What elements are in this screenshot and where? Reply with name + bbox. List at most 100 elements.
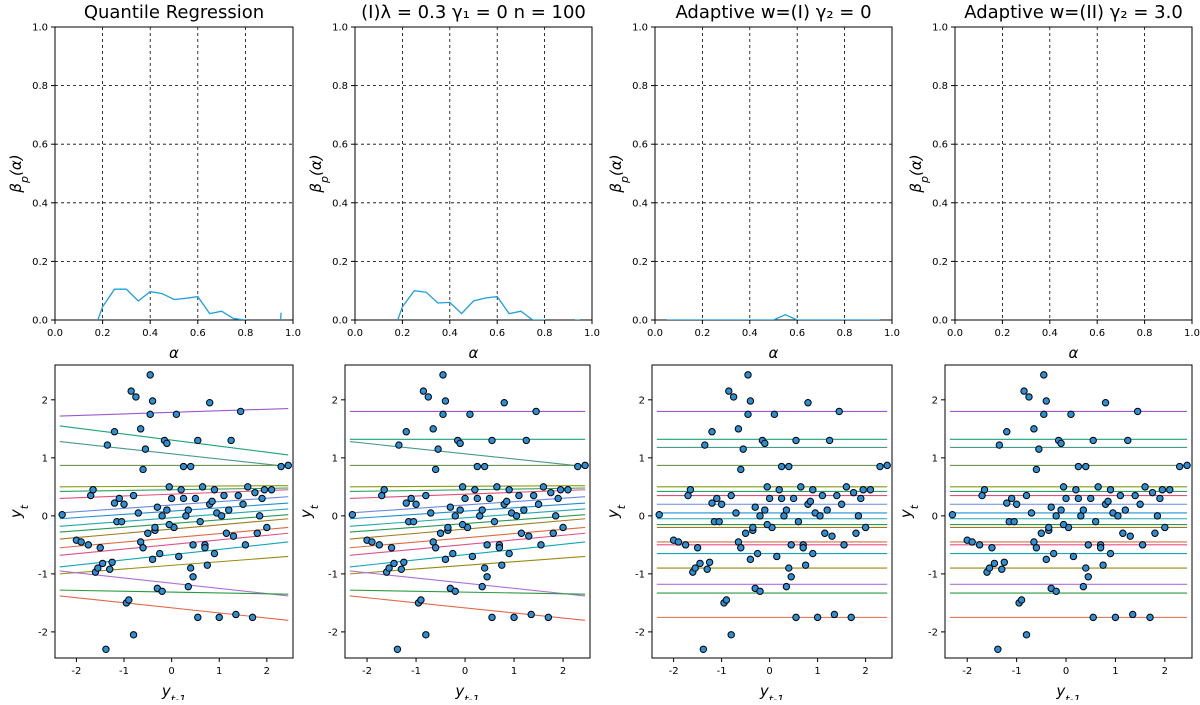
quantile-fit-line bbox=[349, 502, 586, 520]
data-point bbox=[177, 486, 185, 494]
data-point bbox=[1091, 517, 1100, 526]
y-tick-label: -2 bbox=[928, 627, 938, 638]
data-point bbox=[552, 512, 560, 520]
x-tick-label: 0.4 bbox=[742, 328, 758, 339]
scatter-plot-3: -2 -1 0 1 2 -2 -1 0 1 2 yt-1 yt bbox=[604, 364, 893, 705]
x-tick-label: 0 bbox=[1063, 666, 1069, 677]
y-tick-label: 0.4 bbox=[332, 198, 348, 209]
data-point bbox=[1166, 486, 1174, 494]
data-point bbox=[471, 486, 479, 494]
y-tick-label: 0.6 bbox=[632, 140, 648, 151]
data-point bbox=[1153, 512, 1162, 520]
data-point bbox=[948, 510, 957, 519]
x-tick-label: 0.2 bbox=[694, 328, 710, 339]
data-point bbox=[852, 529, 860, 537]
data-point bbox=[544, 613, 553, 622]
data-point bbox=[167, 494, 176, 503]
data-point bbox=[446, 503, 455, 511]
data-point bbox=[1084, 573, 1092, 581]
data-point bbox=[136, 425, 145, 433]
data-point bbox=[146, 410, 154, 419]
y-tick-label: 0.2 bbox=[32, 257, 48, 268]
data-point bbox=[117, 517, 126, 526]
y-tick-label: 0.4 bbox=[932, 198, 948, 209]
quantile-fit-line bbox=[59, 508, 289, 527]
data-point bbox=[1121, 506, 1130, 514]
x-tick-label: -2 bbox=[71, 666, 81, 677]
data-point bbox=[842, 483, 851, 491]
data-point bbox=[480, 462, 489, 471]
y-tick-label: 1 bbox=[639, 453, 645, 464]
data-point bbox=[227, 436, 235, 445]
y-tick-label: 0.2 bbox=[632, 257, 648, 268]
axes-frame bbox=[54, 26, 294, 321]
data-point bbox=[134, 509, 143, 517]
data-point bbox=[763, 520, 771, 529]
data-point bbox=[520, 506, 528, 514]
y-tick-label: -1 bbox=[928, 569, 938, 580]
data-point bbox=[380, 486, 388, 494]
data-point bbox=[787, 541, 795, 549]
data-point bbox=[375, 541, 383, 549]
data-point bbox=[816, 512, 824, 520]
data-point bbox=[1022, 491, 1031, 500]
data-point bbox=[196, 517, 204, 526]
x-axis-label: yt-1 bbox=[161, 682, 186, 700]
data-point bbox=[236, 407, 245, 416]
x-tick-label: 2 bbox=[560, 666, 566, 677]
data-point bbox=[208, 497, 216, 506]
quantile-fit-line bbox=[349, 526, 586, 549]
data-point bbox=[691, 564, 699, 572]
x-tick-label: 0.6 bbox=[489, 328, 505, 339]
data-point bbox=[722, 596, 731, 604]
data-point bbox=[1022, 631, 1031, 639]
data-point bbox=[175, 552, 183, 561]
data-point bbox=[284, 461, 292, 470]
data-point bbox=[505, 486, 513, 494]
data-point bbox=[761, 506, 769, 514]
data-point bbox=[198, 483, 207, 491]
data-point bbox=[139, 544, 147, 552]
data-point bbox=[407, 494, 415, 503]
x-tick-label: 2 bbox=[264, 666, 270, 677]
data-point bbox=[429, 425, 437, 433]
y-tick-label: 0.0 bbox=[932, 316, 948, 327]
data-point bbox=[89, 486, 97, 494]
data-point bbox=[821, 529, 829, 537]
data-point bbox=[522, 436, 530, 445]
data-point bbox=[753, 549, 762, 558]
x-tick-label: 0.8 bbox=[237, 328, 253, 339]
data-point bbox=[655, 510, 663, 519]
data-point bbox=[1133, 407, 1142, 416]
data-point bbox=[1047, 503, 1055, 511]
data-point bbox=[849, 488, 858, 497]
data-point bbox=[258, 494, 266, 503]
data-point bbox=[840, 541, 848, 549]
data-point bbox=[241, 541, 250, 549]
y-tick-label: 0.6 bbox=[32, 140, 48, 151]
data-point bbox=[1136, 500, 1144, 508]
data-point bbox=[1059, 483, 1068, 491]
data-point bbox=[1106, 486, 1115, 494]
data-point bbox=[106, 565, 114, 573]
quantile-fit-line bbox=[59, 514, 289, 533]
data-point bbox=[1138, 541, 1147, 549]
data-point bbox=[1003, 499, 1011, 507]
data-point bbox=[998, 565, 1006, 573]
data-point bbox=[77, 538, 85, 546]
x-tick-label: 0.8 bbox=[837, 328, 853, 339]
data-point bbox=[1037, 529, 1046, 537]
series-group bbox=[397, 290, 581, 320]
data-point bbox=[1111, 613, 1120, 622]
data-point bbox=[968, 538, 976, 546]
data-point bbox=[184, 582, 192, 591]
x-tick-label: 0.4 bbox=[142, 328, 158, 339]
x-tick-label: 1.0 bbox=[584, 328, 600, 339]
data-point bbox=[1010, 517, 1018, 526]
x-tick-label: 1.0 bbox=[1184, 328, 1200, 339]
data-point bbox=[681, 541, 690, 549]
data-point bbox=[434, 445, 442, 453]
data-point bbox=[129, 491, 138, 500]
data-point bbox=[574, 462, 582, 471]
